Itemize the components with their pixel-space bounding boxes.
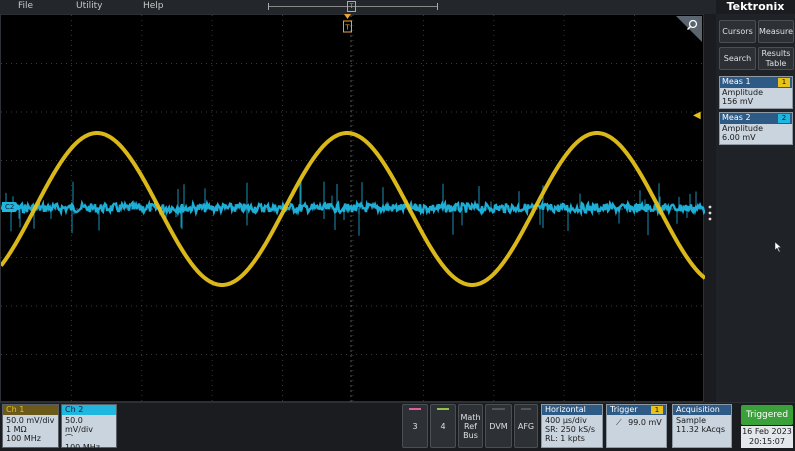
menu-file[interactable]: File: [18, 1, 34, 11]
results-table-button[interactable]: Results Table: [758, 47, 794, 70]
ch1-scale: 50.0 mV/div: [6, 416, 55, 425]
ch1-badge[interactable]: Ch 1 50.0 mV/div 1 MΩ 100 MHz: [2, 404, 59, 448]
time: 20:15:07: [749, 437, 785, 446]
ch2-offset-marker[interactable]: C2: [2, 202, 20, 212]
math-ref-bus-button[interactable]: Math Ref Bus: [458, 404, 483, 448]
trigger-status[interactable]: Triggered: [741, 405, 793, 425]
trigger-source: 1: [651, 406, 663, 414]
dvm-button[interactable]: DVM: [485, 404, 512, 448]
mouse-pointer-icon: [775, 242, 782, 252]
measurement-1-source: 1: [778, 78, 790, 87]
acquisition-badge[interactable]: Acquisition Sample 11.32 kAcqs: [672, 404, 732, 448]
ch1-label: Ch 1: [3, 405, 58, 415]
zoom-icon[interactable]: [676, 16, 702, 42]
horizontal-sample-rate: SR: 250 kS/s: [545, 425, 596, 434]
trigger-position-marker[interactable]: T: [347, 1, 356, 12]
brand-logo: Tektronix: [716, 0, 795, 14]
menu-bar: File Utility Help T: [0, 0, 795, 14]
measurement-2-name: Meas 2: [722, 113, 751, 122]
trigger-level-arrow-icon[interactable]: ◀: [693, 110, 701, 121]
record-view-bar[interactable]: T: [268, 1, 438, 12]
ch2-badge[interactable]: Ch 2 50.0 mV/div ⌒ 100 MHz: [61, 404, 117, 451]
afg-button[interactable]: AFG: [514, 404, 538, 448]
date: 16 Feb 2023: [742, 427, 792, 436]
horizontal-title: Horizontal: [542, 405, 602, 415]
acquisition-mode: Sample: [676, 416, 706, 425]
cursors-button[interactable]: Cursors: [719, 20, 756, 43]
date-time[interactable]: 16 Feb 2023 20:15:07: [741, 426, 793, 448]
acquisition-count: 11.32 kAcqs: [676, 425, 726, 434]
ch1-coupling: 1 MΩ: [6, 425, 27, 434]
measurement-1-name: Meas 1: [722, 77, 751, 86]
panel-handle-icon[interactable]: [708, 204, 712, 222]
trigger-title: Trigger 1: [607, 405, 666, 415]
measurement-2-badge[interactable]: Meas 2 2 Amplitude 6.00 mV: [719, 112, 793, 145]
ch2-scale: 50.0 mV/div: [65, 416, 93, 434]
search-button[interactable]: Search: [719, 47, 756, 70]
menu-help[interactable]: Help: [143, 1, 164, 11]
measurement-2-source: 2: [778, 114, 790, 123]
waveform-display[interactable]: [0, 14, 705, 403]
right-panel: [716, 0, 795, 451]
horizontal-record-length: RL: 1 kpts: [545, 434, 585, 443]
measurement-1-badge[interactable]: Meas 1 1 Amplitude 156 mV: [719, 76, 793, 109]
acquisition-title: Acquisition: [673, 405, 731, 415]
ch2-coupling: ⌒: [65, 434, 73, 443]
rising-edge-icon: ⟋: [616, 418, 622, 427]
menu-utility[interactable]: Utility: [76, 1, 103, 11]
trigger-badge[interactable]: Trigger 1 ⟋ 99.0 mV: [606, 404, 667, 448]
trigger-time-marker[interactable]: T: [343, 14, 352, 34]
measurement-2-type: Amplitude: [722, 124, 763, 133]
ch2-label: Ch 2: [62, 405, 116, 415]
ch3-button[interactable]: 3: [402, 404, 428, 448]
ch4-button[interactable]: 4: [430, 404, 456, 448]
trigger-level: 99.0 mV: [628, 418, 662, 427]
svg-text:T: T: [344, 24, 350, 32]
horizontal-scale: 400 μs/div: [545, 416, 587, 425]
measurement-1-type: Amplitude: [722, 88, 763, 97]
ch1-waveform: [1, 131, 705, 287]
ch1-bandwidth: 100 MHz: [6, 434, 41, 443]
ch2-bandwidth: 100 MHz: [65, 443, 100, 451]
waveform-svg: [1, 15, 705, 403]
measurement-2-value: 6.00 mV: [722, 133, 756, 142]
ch2-waveform: [1, 199, 705, 218]
measure-button[interactable]: Measure: [758, 20, 794, 43]
measurement-1-value: 156 mV: [722, 97, 754, 106]
horizontal-badge[interactable]: Horizontal 400 μs/div SR: 250 kS/s RL: 1…: [541, 404, 603, 448]
